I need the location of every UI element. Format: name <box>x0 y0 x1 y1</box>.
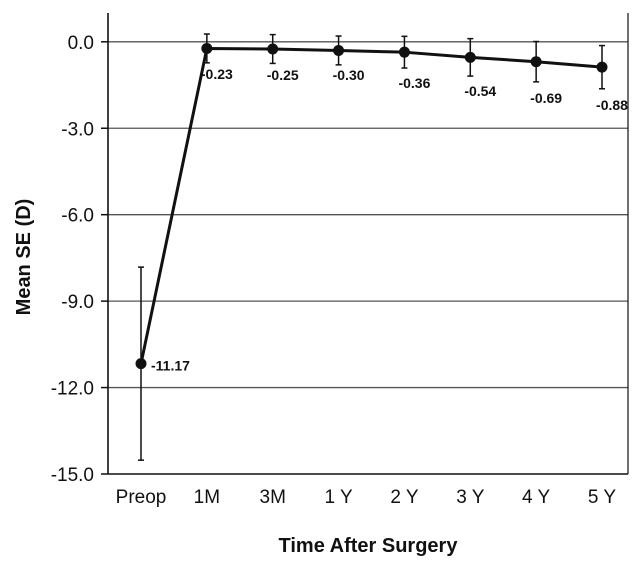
y-tick-label: -6.0 <box>61 206 94 227</box>
x-tick-labels: Preop 1M 3M 1 Y 2 Y 3 Y 4 Y 5 Y <box>116 487 617 508</box>
data-point <box>596 61 608 73</box>
x-tick-label: 1M <box>194 487 220 508</box>
x-tick-label: 3M <box>260 487 286 508</box>
y-tick-label: -15.0 <box>51 465 94 486</box>
x-tick-label: Preop <box>116 487 167 508</box>
y-tick-label: -9.0 <box>61 292 94 313</box>
data-label: -0.23 <box>201 66 233 82</box>
data-point <box>333 44 345 56</box>
data-label: -0.69 <box>530 90 562 106</box>
data-label: -0.88 <box>596 97 628 113</box>
data-point <box>135 358 147 370</box>
data-label: -0.36 <box>398 75 430 91</box>
gridlines <box>108 41 628 389</box>
x-tick-label: 5 Y <box>588 487 617 508</box>
data-point <box>267 43 279 55</box>
y-tick-labels: 0.0 -3.0 -6.0 -9.0 -12.0 -15.0 <box>51 33 94 486</box>
data-point <box>201 42 213 54</box>
data-point <box>398 46 410 58</box>
y-tick-label: -3.0 <box>61 119 94 140</box>
axes <box>101 13 629 475</box>
data-label: -0.54 <box>464 83 496 99</box>
data-point <box>530 56 542 68</box>
series: -11.17 -0.23 -0.25 -0.30 -0.36 -0.54 -0.69 -0.8… <box>135 33 628 461</box>
x-tick-label: 2 Y <box>390 487 419 508</box>
x-axis-title: Time After Surgery <box>279 535 459 557</box>
x-tick-label: 3 Y <box>456 487 485 508</box>
y-tick-label: -12.0 <box>51 379 94 400</box>
data-label: -0.30 <box>333 67 365 83</box>
data-point <box>464 51 476 63</box>
x-tick-label: 4 Y <box>522 487 551 508</box>
x-tick-label: 1 Y <box>324 487 353 508</box>
y-tick-label: 0.0 <box>68 33 94 54</box>
data-label: -11.17 <box>151 358 190 374</box>
y-axis-title: Mean SE (D) <box>13 199 35 316</box>
series-line <box>139 46 603 364</box>
data-label: -0.25 <box>267 67 299 83</box>
